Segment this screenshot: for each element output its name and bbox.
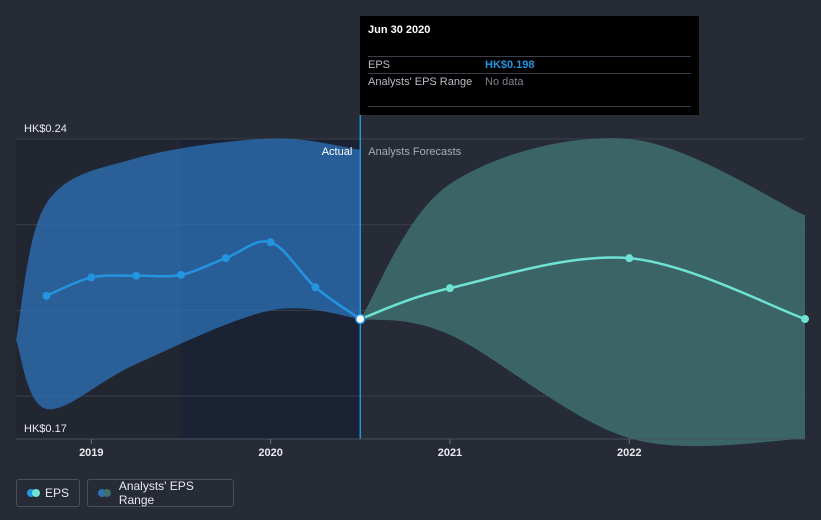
eps-point [87,273,96,282]
tooltip-row-eps: EPS HK$0.198 [368,56,691,74]
tooltip-row-range: Analysts' EPS Range No data [368,73,691,91]
forecast-region-label: Analysts Forecasts [368,146,461,158]
eps-line [359,256,806,321]
tooltip: Jun 30 2020 EPS HK$0.198 Analysts' EPS R… [360,16,699,115]
legend-eps-button[interactable]: EPS [16,479,80,507]
tooltip-eps-value: HK$0.198 [485,59,535,71]
legend-range-label: Analysts' EPS Range [118,479,194,507]
x-tick-label: 2019 [79,447,103,459]
eps-point [221,254,230,263]
y-tick-label: HK$0.17 [24,423,67,435]
x-tick-label: 2022 [617,447,641,459]
tooltip-date: Jun 30 2020 [368,24,431,36]
tooltip-range-value: No data [485,76,524,88]
actual-region-label: Actual [322,146,353,158]
eps-point [625,254,634,263]
eps-range-area [360,138,805,447]
tooltip-divider [368,106,691,107]
highlighted-point [355,313,366,325]
eps-point [176,270,185,279]
eps-point [445,284,454,293]
tooltip-eps-label: EPS [368,59,391,71]
eps-point [266,238,275,247]
eps-point [42,291,51,300]
range-swatch-icon [98,489,111,497]
eps-point [132,271,141,280]
x-tick-label: 2020 [258,447,282,459]
legend-range-button[interactable]: Analysts' EPS Range [87,479,234,507]
x-tick-label: 2021 [438,447,462,459]
tooltip-range-label: Analysts' EPS Range [368,76,473,88]
eps-point [311,283,320,292]
legend-eps-label: EPS [44,486,69,500]
eps-swatch-icon [27,489,40,497]
y-tick-label: HK$0.24 [24,123,67,135]
eps-point [801,315,809,323]
eps-line [45,240,362,321]
